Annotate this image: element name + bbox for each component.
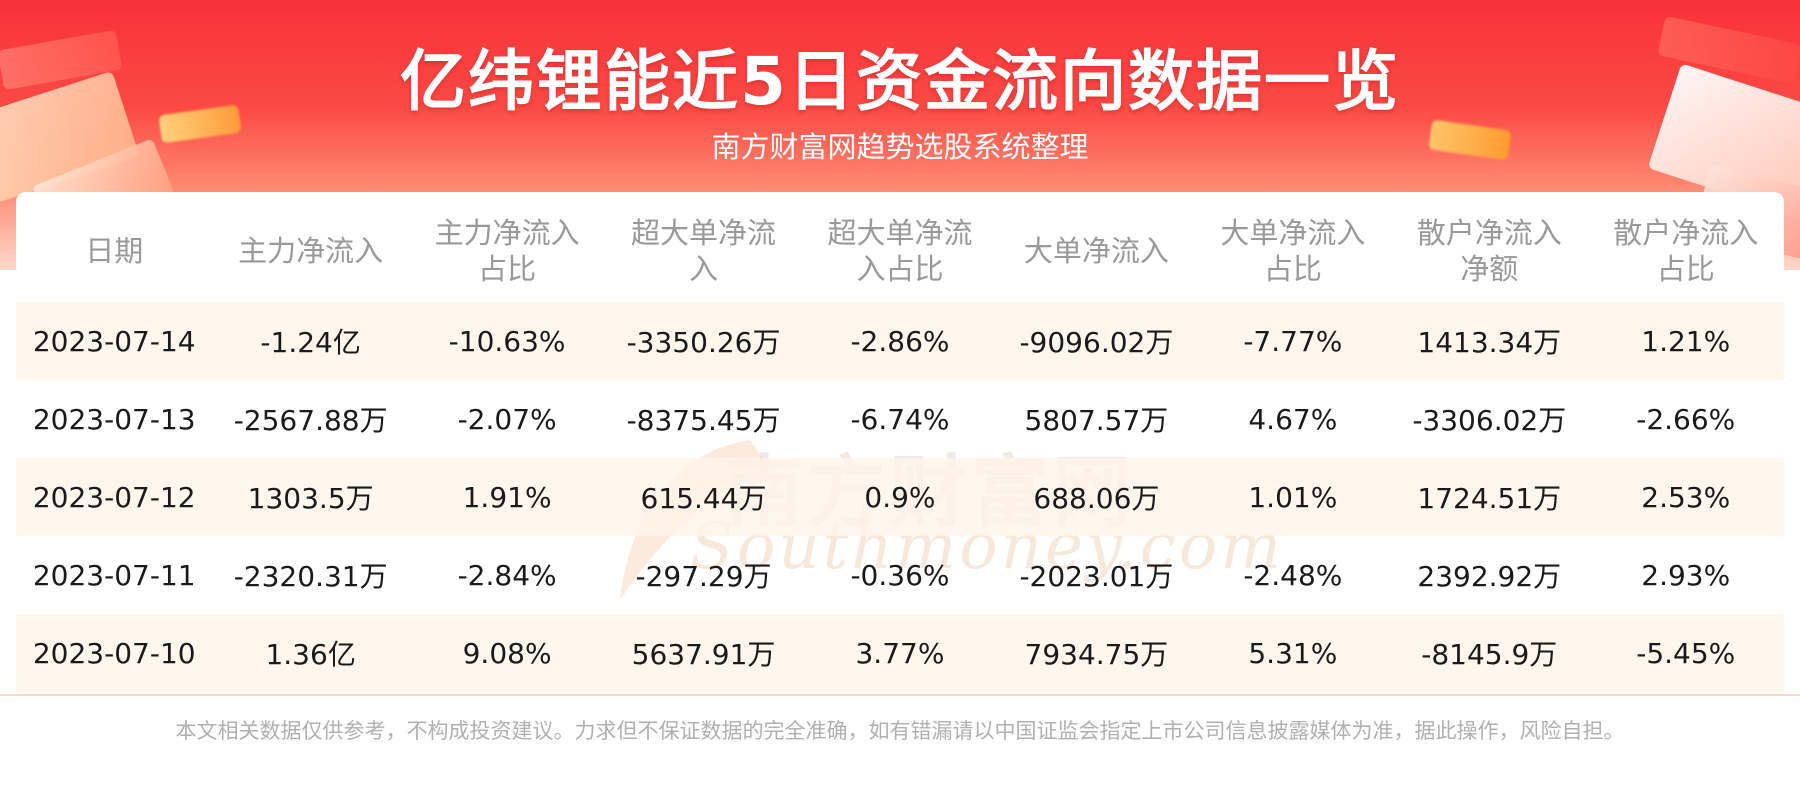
table-row: 2023-07-14 -1.24亿 -10.63% -3350.26万 -2.86% -9… [16,302,1784,380]
value-cell: 3.77% [801,614,999,692]
value-cell: 615.44万 [605,458,802,536]
value-cell: 1413.34万 [1391,302,1588,380]
value-cell: 9.08% [408,614,606,692]
value-cell: -2023.01万 [1019,560,1174,593]
column-header-label: 占比 [478,252,537,286]
column-header-label: 散户净流入 [1416,216,1562,250]
value-cell: 1.36亿 [212,614,409,692]
column-header-label: 净额 [1460,252,1519,286]
column-header: 超大单净流入 [605,200,801,302]
table-row: 2023-07-10 1.36亿 9.08% 5637.91万 3.77% 7934.75… [16,614,1784,692]
disclaimer-text: 本文相关数据仅供参考，不构成投资建议。力求但不保证数据的完全准确，如有错漏请以中… [175,719,1625,743]
value-cell: -2.48% [1243,558,1343,592]
value-cell: -1.24亿 [212,302,409,380]
column-header-label: 大单净流入 [1023,234,1169,268]
column-header: 日期 [16,200,212,302]
value-cell: -9096.02万 [998,302,1195,380]
column-header: 超大单净流 入占比 [802,200,998,302]
column-header-label: 日期 [85,234,144,268]
value-cell: 2392.92万 [1417,560,1562,593]
table-row: 2023-07-11 -2320.31万 -2.84% -297.29万 -0.36% -… [16,536,1784,614]
column-header: 大单净流入 占比 [1195,200,1391,302]
value-cell: 4.67% [1248,402,1338,436]
value-cell: -3306.02万 [1412,404,1567,437]
value-cell: 1.01% [1194,458,1392,536]
value-cell: -7.77% [1194,302,1392,380]
column-header: 散户净流入 净额 [1391,200,1587,302]
column-header-label: 超大单净流 [827,216,973,250]
footer-divider [0,694,1800,696]
date-cell: 2023-07-14 [16,302,213,380]
value-cell: -10.63% [408,302,606,380]
table-row: 2023-07-12 1303.5万 1.91% 615.44万 0.9% 688.06万… [16,458,1784,536]
value-cell: 1724.51万 [1391,458,1588,536]
value-cell: 1303.5万 [212,458,409,536]
column-header-label: 超大单净流 [631,216,777,250]
value-cell: 0.9% [801,458,999,536]
value-cell: 1.21% [1587,302,1784,380]
column-header-label: 主力净流入 [434,216,580,250]
value-cell: 688.06万 [998,458,1195,536]
column-header: 主力净流入 [212,200,408,302]
value-cell: -0.36% [850,558,950,592]
date-cell: 2023-07-11 [32,558,196,592]
column-header-label: 占比 [1263,252,1322,286]
value-cell: -3350.26万 [605,302,802,380]
value-cell: -2320.31万 [233,560,388,593]
value-cell: -2.84% [457,558,557,592]
page-subtitle: 南方财富网趋势选股系统整理 [711,130,1089,164]
value-cell: 5807.57万 [1024,404,1169,437]
value-cell: -8145.9万 [1391,614,1588,692]
column-header-label: 占比 [1656,252,1715,286]
value-cell: -2567.88万 [233,404,388,437]
value-cell: 2.53% [1587,458,1784,536]
date-cell: 2023-07-13 [32,402,196,436]
column-header-label: 入占比 [856,252,944,286]
fund-flow-table: 日期 主力净流入 主力净流入 占比 超大单净流入超大单净流 入占比 大单净流入 大单净流入 占比… [16,200,1784,692]
value-cell: 7934.75万 [998,614,1195,692]
column-header: 散户净流入 占比 [1588,200,1785,302]
value-cell: 1.91% [408,458,606,536]
value-cell: -2.66% [1636,402,1736,436]
value-cell: -2.07% [457,402,557,436]
value-cell: -6.74% [850,402,950,436]
value-cell: -297.29万 [635,560,772,593]
table-header-row: 日期 主力净流入 主力净流入 占比 超大单净流入超大单净流 入占比 大单净流入 大单净流入 占比… [16,200,1784,302]
column-header-label: 入 [689,252,719,286]
date-cell: 2023-07-10 [16,614,213,692]
column-header-label: 大单净流入 [1220,216,1366,250]
column-header: 大单净流入 [998,200,1194,302]
value-cell: 5.31% [1194,614,1392,692]
table-header: 日期 主力净流入 主力净流入 占比 超大单净流入超大单净流 入占比 大单净流入 大单净流入 占比… [16,200,1784,302]
value-cell: 2.93% [1641,558,1731,592]
column-header-label: 散户净流入 [1613,216,1759,250]
value-cell: -2.86% [801,302,999,380]
column-header: 主力净流入 占比 [409,200,605,302]
date-cell: 2023-07-12 [16,458,213,536]
value-cell: 5637.91万 [605,614,802,692]
column-header-label: 主力净流入 [238,234,384,268]
table-row: 2023-07-13 -2567.88万 -2.07% -8375.45万 -6.74%… [16,380,1784,458]
table-body: 2023-07-14 -1.24亿 -10.63% -3350.26万 -2.86% -9… [16,302,1784,692]
page-title: 亿纬锂能近5日资金流向数据一览 [400,43,1400,120]
value-cell: -5.45% [1587,614,1784,692]
value-cell: -8375.45万 [626,404,781,437]
